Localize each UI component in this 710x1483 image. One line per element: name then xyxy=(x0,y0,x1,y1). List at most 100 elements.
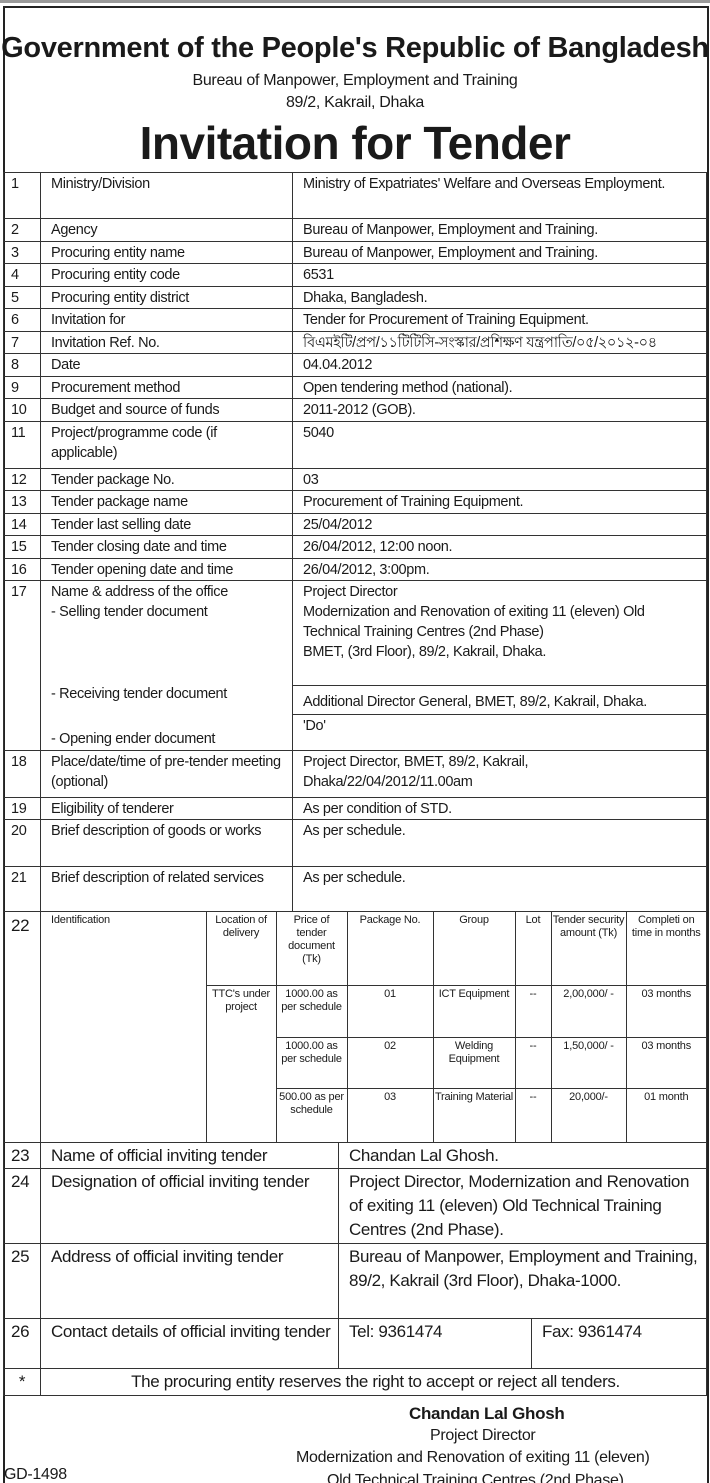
row-number: 21 xyxy=(3,866,41,913)
row-number: 11 xyxy=(3,420,41,469)
package-group: Welding Equipment xyxy=(432,1036,516,1089)
column-header: Identification xyxy=(41,912,207,1143)
table-row: 19 Eligibility of tenderer As per conditio… xyxy=(3,797,707,821)
receiving-value: Additional Director General, BMET, 89/2,… xyxy=(292,685,707,716)
row-value: Tender for Procurement of Training Equip… xyxy=(292,308,707,332)
row-value: Chandan Lal Ghosh. xyxy=(338,1142,707,1169)
package-security: 1,50,000/ - xyxy=(550,1036,627,1089)
office-label: Name & address of the office xyxy=(51,584,228,601)
row-number: 8 xyxy=(3,353,41,377)
package-row: 500.00 as per schedule 03 Training Materia… xyxy=(41,1087,706,1143)
row-number: 5 xyxy=(3,285,41,309)
row-number: 1 xyxy=(3,172,41,219)
row-number: 4 xyxy=(3,263,41,287)
table-row: 11 Project/programme code (if applicable)… xyxy=(3,420,707,469)
column-header: Price of tender document (Tk) xyxy=(275,912,348,986)
package-price: 500.00 as per schedule xyxy=(275,1087,348,1143)
row-value: Bureau of Manpower, Employment and Train… xyxy=(292,240,707,264)
table-row: 13 Tender package name Procurement of Trai… xyxy=(3,490,707,514)
row-number: 19 xyxy=(3,797,41,821)
package-lot: -- xyxy=(514,1036,552,1089)
row-value: 26/04/2012, 12:00 noon. xyxy=(292,535,707,559)
ad-code: GD-1498 xyxy=(4,1466,67,1483)
row-value: 6531 xyxy=(292,263,707,287)
row-number: 20 xyxy=(3,819,41,868)
column-header: Location of delivery xyxy=(205,912,277,986)
table-row: 25 Address of official inviting tender Bur… xyxy=(3,1243,707,1319)
table-row: 5 Procuring entity district Dhaka, Banglad… xyxy=(3,285,707,309)
row-value: Open tendering method (national). xyxy=(292,375,707,399)
table-row: 15 Tender closing date and time 26/04/2012… xyxy=(3,535,707,559)
table-row: 2 Agency Bureau of Manpower, Employment an… xyxy=(3,218,707,242)
package-row: TTC's under project 1000.00 as per schedu… xyxy=(41,984,706,1143)
row-label: Designation of official inviting tender xyxy=(40,1168,339,1244)
row-label: Brief description of goods or works xyxy=(40,819,293,868)
package-security: 20,000/- xyxy=(550,1087,627,1143)
row-value: 26/04/2012, 3:00pm. xyxy=(292,557,707,582)
row-label: Tender closing date and time xyxy=(40,535,293,559)
package-package: 02 xyxy=(346,1036,434,1089)
package-table: Identification Location of delivery Price … xyxy=(41,912,706,1143)
row-number: 6 xyxy=(3,308,41,332)
row-number: 2 xyxy=(3,218,41,242)
row-number: 23 xyxy=(3,1142,41,1169)
package-schedule: Identification Location of delivery Price … xyxy=(40,911,707,1144)
table-row: 22 Identification Location of delivery Pric… xyxy=(3,911,707,1144)
row-number: 10 xyxy=(3,398,41,422)
package-package: 03 xyxy=(346,1087,434,1143)
package-completion: 03 months xyxy=(625,1036,706,1089)
package-completion: 03 months xyxy=(625,984,706,1038)
government-heading: Government of the People's Republic of B… xyxy=(1,32,709,64)
row-value: 5040 xyxy=(292,420,707,469)
package-group: Training Material xyxy=(432,1087,516,1143)
row-number: 3 xyxy=(3,240,41,264)
package-price: 1000.00 as per schedule xyxy=(275,984,348,1038)
row-label: Tender opening date and time xyxy=(40,557,293,582)
column-header: Lot xyxy=(514,912,552,986)
package-security: 2,00,000/ - xyxy=(550,984,627,1038)
signatory-project-line1: Modernization and Renovation of exiting … xyxy=(296,1449,650,1466)
row-number: 15 xyxy=(3,535,41,559)
row-label: Invitation Ref. No. xyxy=(40,330,293,354)
row-number: 16 xyxy=(3,557,41,582)
column-header: Tender security amount (Tk) xyxy=(550,912,627,986)
row-number: 13 xyxy=(3,490,41,514)
package-completion: 01 month xyxy=(625,1087,706,1143)
delivery-location: TTC's under project xyxy=(205,984,277,1143)
table-row: 14 Tender last selling date 25/04/2012 xyxy=(3,512,707,537)
bureau-address: 89/2, Kakrail, Dhaka xyxy=(285,94,425,111)
table-row: 12 Tender package No. 03 xyxy=(3,467,707,492)
table-row: 10 Budget and source of funds 2011-2012 (G… xyxy=(3,398,707,422)
selling-value: Project Director Modernization and Renov… xyxy=(292,580,707,687)
row-value: Project Director, Modernization and Reno… xyxy=(338,1168,707,1244)
row-label: Place/date/time of pre-tender meeting (o… xyxy=(40,750,293,799)
row-value: As per condition of STD. xyxy=(292,797,707,821)
table-row: 20 Brief description of goods or works As … xyxy=(3,819,707,868)
row-value: Ministry of Expatriates' Welfare and Ove… xyxy=(292,172,707,219)
signatory-title: Project Director xyxy=(430,1427,536,1444)
note-text: The procuring entity reserves the right … xyxy=(40,1368,707,1396)
bureau-name: Bureau of Manpower, Employment and Train… xyxy=(192,72,518,89)
row-value: 25/04/2012 xyxy=(292,512,707,537)
row-value: Dhaka, Bangladesh. xyxy=(292,285,707,309)
note-row: * The procuring entity reserves the right… xyxy=(3,1368,707,1396)
signatory-project-line2: Old Technical Training Centres (2nd Phas… xyxy=(327,1472,624,1483)
table-row: 26 Contact details of official inviting t… xyxy=(3,1318,707,1369)
row-label: Invitation for xyxy=(40,308,293,332)
row-value: 2011-2012 (GOB). xyxy=(292,398,707,422)
signatory-name: Chandan Lal Ghosh xyxy=(409,1404,565,1423)
row-label: Tender package No. xyxy=(40,467,293,492)
row-label: Contact details of official inviting ten… xyxy=(40,1318,339,1369)
table-row: 4 Procuring entity code 6531 xyxy=(3,263,707,287)
row-label: Address of official inviting tender xyxy=(40,1243,339,1319)
table-row: 7 Invitation Ref. No. বিএমইটি/প্রপ/১১টিটিস… xyxy=(3,330,707,354)
row-number: 7 xyxy=(3,330,41,354)
table-row: 6 Invitation for Tender for Procurement of… xyxy=(3,308,707,332)
row-value: 04.04.2012 xyxy=(292,353,707,377)
row-label: Tender last selling date xyxy=(40,512,293,537)
row-number: 22 xyxy=(3,911,41,1144)
row-label: Ministry/Division xyxy=(40,172,293,219)
contact-fax: Fax: 9361474 xyxy=(531,1318,707,1369)
row-label: Name & address of the office - Selling te… xyxy=(40,580,293,752)
